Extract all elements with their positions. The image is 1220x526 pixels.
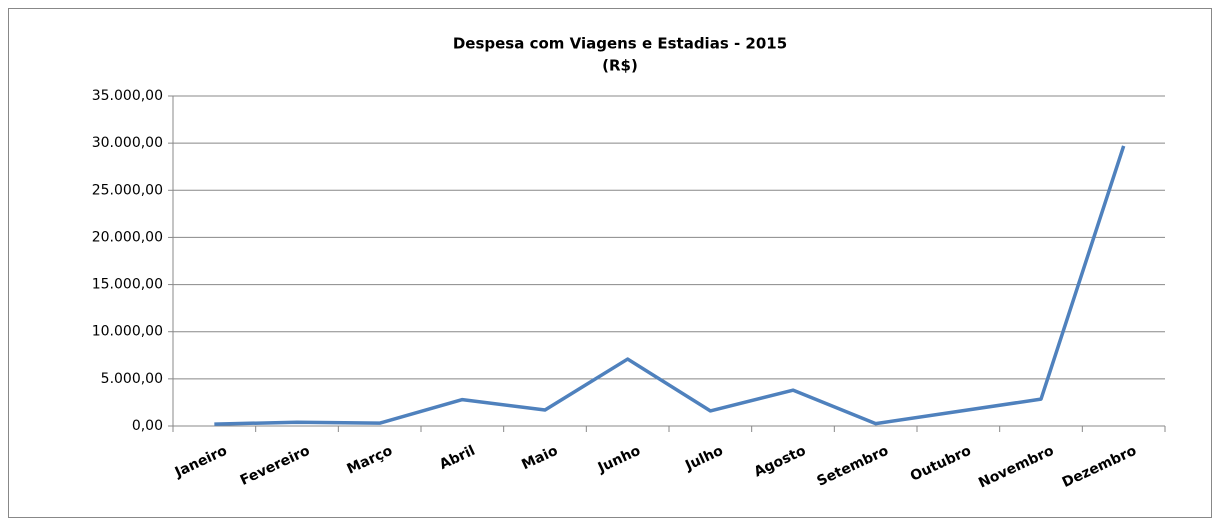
y-tick-label: 30.000,00 <box>92 135 163 151</box>
chart-title: Despesa com Viagens e Estadias - 2015 <box>453 35 787 53</box>
y-tick-label: 0,00 <box>132 418 163 434</box>
line-series <box>214 145 1126 426</box>
y-tick-label: 20.000,00 <box>92 229 163 245</box>
chart-frame <box>8 8 1212 518</box>
chart-subtitle: (R$) <box>602 57 638 75</box>
y-tick-label: 5.000,00 <box>101 371 163 387</box>
y-tick-label: 25.000,00 <box>92 182 163 198</box>
y-tick-label: 35.000,00 <box>92 88 163 104</box>
y-tick-label: 15.000,00 <box>92 277 163 293</box>
y-tick-label: 10.000,00 <box>92 324 163 340</box>
